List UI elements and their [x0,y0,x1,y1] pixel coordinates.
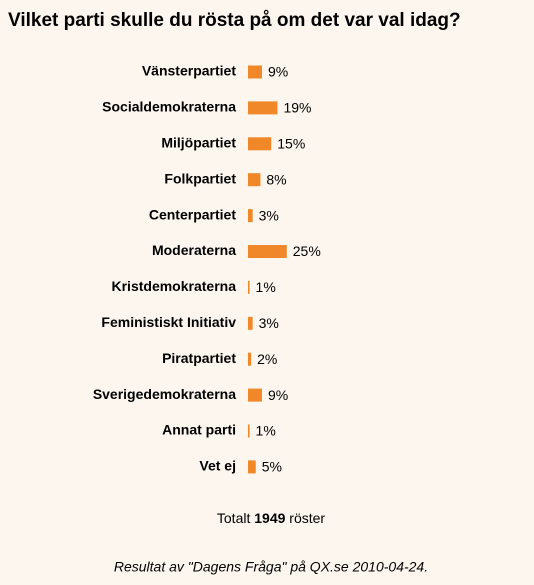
value-label: 3% [259,207,279,223]
value-label: 8% [266,171,286,187]
value-label: 5% [262,459,282,475]
value-label: 25% [293,243,321,259]
total: Totalt 1949 röster [217,510,326,526]
value-label: 2% [257,351,277,367]
total-count: 1949 [254,510,285,526]
category-label: Feministiskt Initiativ [101,314,236,330]
value-label: 9% [268,387,288,403]
bar [248,137,272,151]
category-label: Piratpartiet [162,350,236,366]
bar [248,352,252,366]
category-label: Folkpartiet [164,170,236,186]
category-label: Annat parti [162,422,236,438]
bar [248,65,262,79]
bar [248,460,256,474]
category-label: Vänsterpartiet [142,63,236,79]
value-label: 3% [259,315,279,331]
value-label: 15% [277,136,305,152]
bar [248,245,287,258]
bar [248,388,262,402]
source: Resultat av "Dagens Fråga" på QX.se 2010… [114,559,428,575]
total-suffix: röster [289,510,325,526]
value-label: 1% [256,279,276,295]
value-label: 9% [268,64,288,80]
chart-title: Vilket parti skulle du rösta på om det v… [8,10,461,31]
category-label: Centerpartiet [149,206,236,222]
bar [248,173,261,187]
bar [248,424,250,438]
value-label: 1% [256,423,276,439]
category-label: Vet ej [199,458,236,474]
bar [248,101,278,115]
bar [248,280,250,294]
total-prefix: Totalt [217,510,251,526]
category-label: Socialdemokraterna [102,99,236,115]
category-label: Moderaterna [152,242,236,258]
bar [248,316,253,330]
value-label: 19% [283,100,311,116]
category-label: Miljöpartiet [161,135,236,151]
category-label: Kristdemokraterna [112,278,237,294]
bar [248,209,253,223]
category-label: Sverigedemokraterna [93,386,236,402]
